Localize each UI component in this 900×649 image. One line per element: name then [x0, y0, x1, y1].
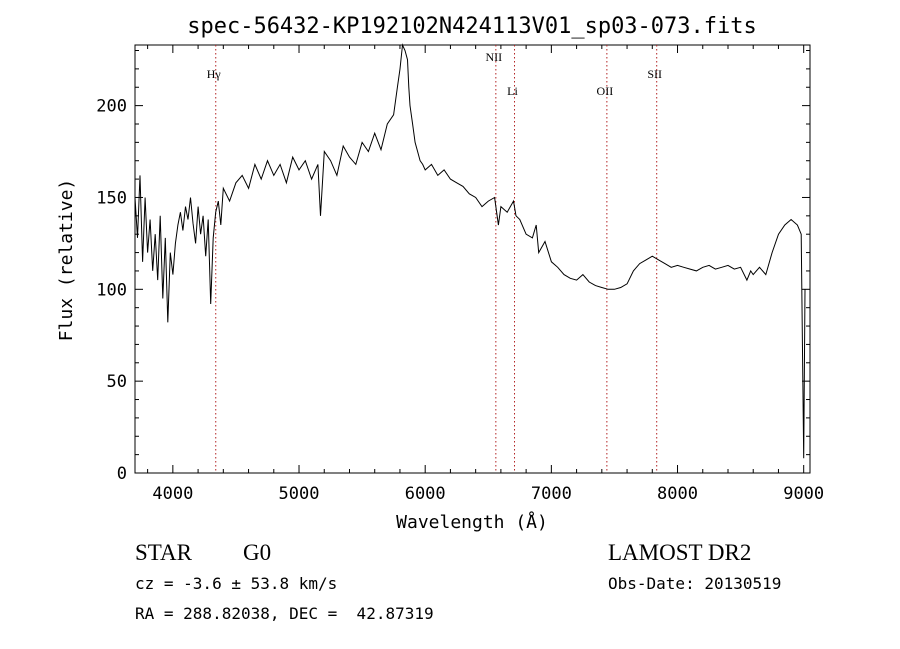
spectral-line-markers: Hγ NII Li OII SII	[207, 45, 662, 473]
y-axis-label: Flux (relative)	[56, 179, 77, 342]
x-tick-label-5: 9000	[783, 484, 824, 504]
x-tick-label-0: 4000	[152, 484, 193, 504]
y-axis-ticks: 0 50 100 150 200	[96, 50, 810, 484]
coordinates-text: RA = 288.82038, DEC = 42.87319	[135, 604, 434, 623]
object-class: STAR	[135, 540, 192, 565]
line-label-2: Li	[507, 84, 518, 98]
line-label-3: OII	[597, 84, 614, 98]
plot-frame	[134, 44, 811, 474]
object-subclass: G0	[243, 540, 272, 565]
x-tick-label-4: 8000	[657, 484, 698, 504]
x-tick-label-3: 7000	[531, 484, 572, 504]
line-label-1: NII	[486, 50, 503, 64]
y-tick-label-4: 200	[96, 97, 127, 117]
x-axis-label: Wavelength (Å)	[396, 511, 548, 533]
spectrum-series-line	[134, 43, 806, 459]
y-tick-label-3: 150	[96, 188, 127, 208]
survey-name: LAMOST DR2	[608, 540, 752, 565]
line-label-0: Hγ	[207, 67, 222, 81]
y-tick-label-2: 100	[96, 280, 127, 300]
x-tick-label-1: 5000	[279, 484, 320, 504]
x-tick-label-2: 6000	[405, 484, 446, 504]
x-axis-ticks: 4000 5000 6000 7000 8000 9000	[147, 45, 824, 504]
y-tick-label-1: 50	[107, 372, 127, 392]
y-tick-label-0: 0	[117, 464, 127, 484]
redshift-text: cz = -3.6 ± 53.8 km/s	[135, 574, 338, 593]
chart-title: spec-56432-KP192102N424113V01_sp03-073.f…	[187, 14, 757, 39]
obs-date-text: Obs-Date: 20130519	[608, 574, 782, 593]
line-label-4: SII	[647, 67, 662, 81]
